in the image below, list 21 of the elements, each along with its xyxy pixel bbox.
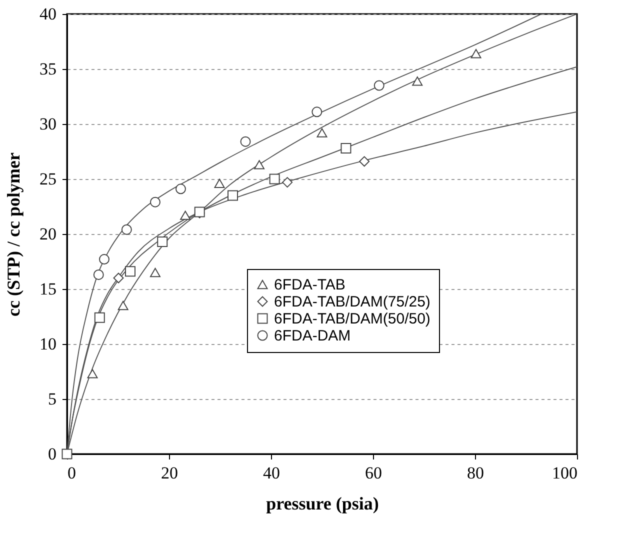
legend-label: 6FDA-TAB (274, 276, 346, 294)
y-tick-label: 20 (40, 224, 56, 244)
y-tick-label: 40 (40, 4, 56, 24)
x-tick-label: 0 (68, 464, 76, 482)
y-tick-label: 15 (40, 280, 56, 298)
y-axis-title: cc (STP) / cc polymer (4, 152, 24, 316)
y-tick-label: 25 (40, 170, 56, 188)
x-tick-label: 60 (365, 464, 382, 482)
x-tick-label: 80 (467, 464, 484, 482)
x-tick-label: 40 (263, 464, 280, 482)
legend-label: 6FDA-TAB/DAM(75/25) (274, 294, 430, 310)
x-axis-title: pressure (psia) (266, 494, 379, 514)
legend-label: 6FDA-TAB/DAM(50/50) (274, 310, 430, 328)
y-tick-label: 30 (40, 114, 56, 134)
y-tick-label: 5 (48, 390, 56, 408)
y-tick-label: 10 (40, 334, 56, 354)
legend-label: 6FDA-DAM (274, 328, 351, 344)
y-tick-label: 35 (40, 60, 56, 78)
x-tick-label: 100 (552, 464, 578, 482)
x-tick-label: 20 (161, 464, 178, 482)
y-tick-label: 0 (48, 444, 56, 464)
